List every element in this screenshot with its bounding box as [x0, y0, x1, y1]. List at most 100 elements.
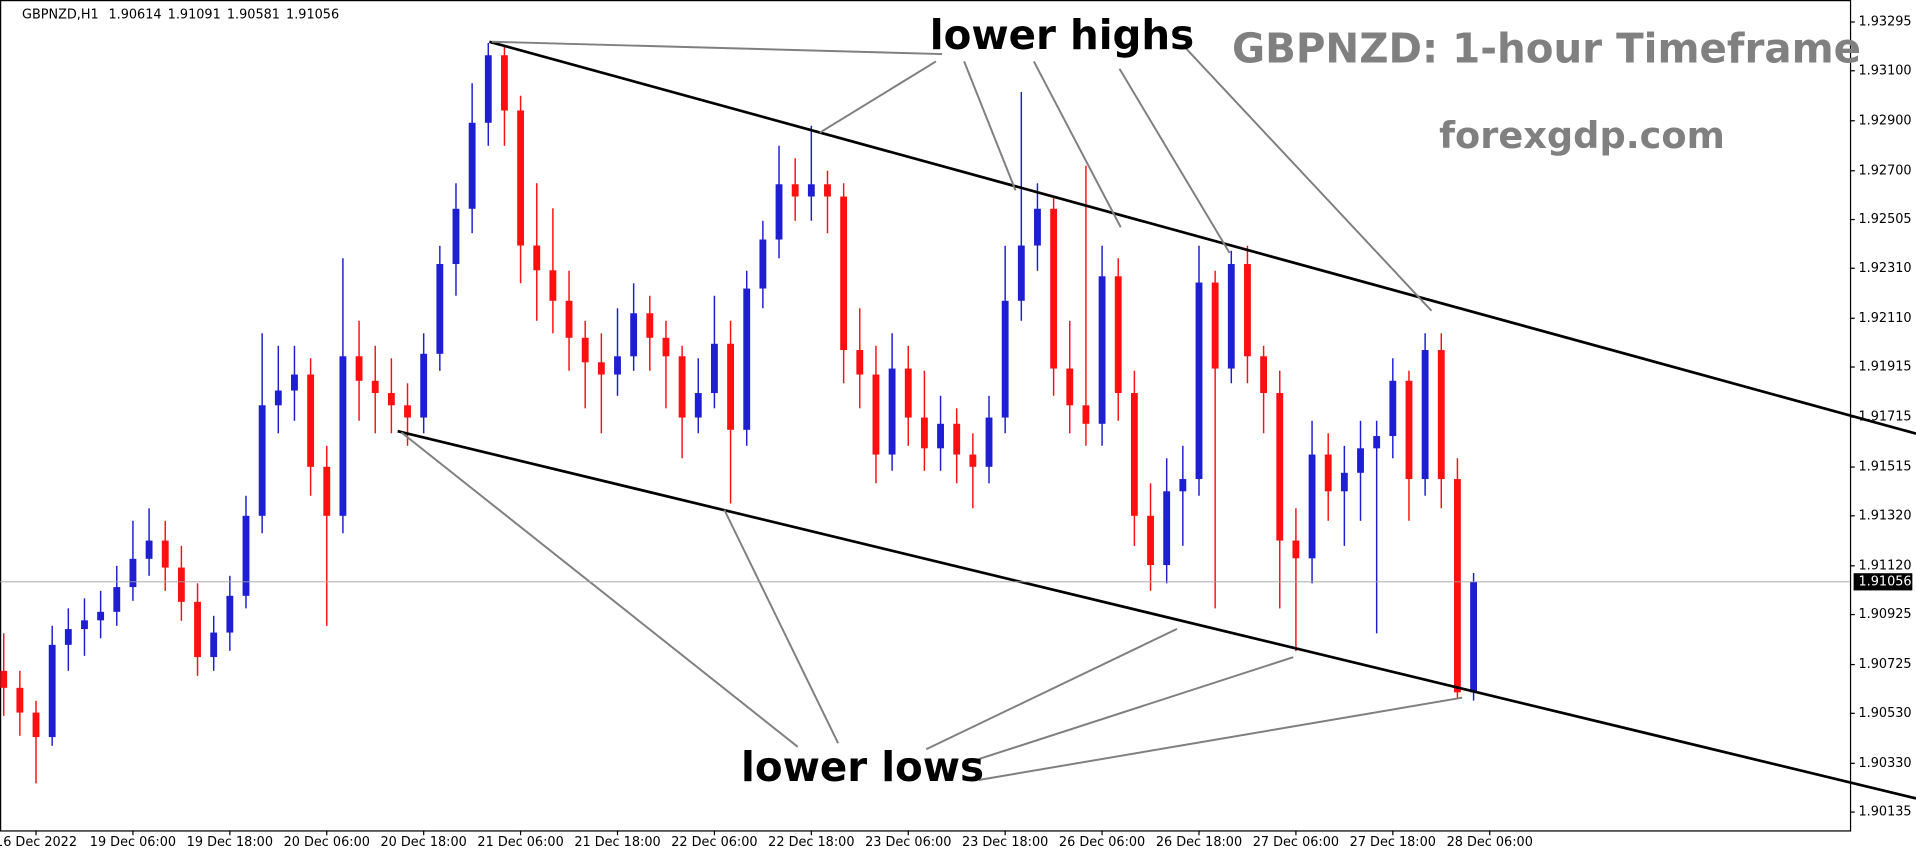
candle-body	[194, 601, 201, 658]
chart-title: GBPNZD: 1-hour Timeframe	[1232, 25, 1861, 73]
low: 1.90581	[227, 7, 280, 22]
open: 1.90614	[108, 7, 161, 22]
y-tick-label: 1.92110	[1858, 311, 1911, 326]
candle-body	[0, 670, 8, 688]
candle-body	[920, 417, 928, 449]
candle-body	[452, 208, 460, 265]
candle-body	[533, 245, 541, 271]
x-tick-label: 23 Dec 06:00	[865, 835, 951, 850]
candle-body	[888, 368, 896, 455]
pointer	[978, 656, 1294, 761]
candle-body	[646, 313, 654, 338]
candle-body	[824, 184, 831, 197]
pointer	[978, 696, 1463, 781]
candle-body	[1389, 380, 1397, 437]
candle-body	[807, 184, 815, 197]
x-tick-label: 26 Dec 06:00	[1059, 835, 1145, 850]
candle-body	[1357, 448, 1364, 473]
y-tick-label: 1.91320	[1858, 508, 1911, 523]
candle-body	[145, 540, 153, 559]
candle-body	[1324, 454, 1332, 492]
annotation: lower highs	[930, 11, 1194, 59]
candle-body	[1034, 208, 1041, 246]
candle-body	[274, 390, 282, 406]
pointer	[963, 61, 1017, 191]
candle-body	[727, 343, 734, 430]
candle-body	[16, 687, 24, 713]
candle-body	[1098, 276, 1106, 424]
candle-body	[1130, 393, 1138, 516]
x-tick-label: 19 Dec 06:00	[90, 835, 176, 850]
pointer	[400, 431, 799, 748]
candle-body	[614, 356, 621, 375]
lower-channel	[397, 429, 1916, 800]
y-tick-label: 1.91915	[1858, 360, 1911, 375]
y-tick-label: 1.92505	[1858, 212, 1911, 227]
candle-body	[1405, 380, 1413, 480]
candle-body	[565, 300, 573, 338]
x-tick-label: 22 Dec 06:00	[671, 835, 757, 850]
candle-body	[307, 374, 315, 467]
candle-body	[32, 712, 40, 738]
candle-body	[1114, 276, 1122, 394]
y-tick-label: 1.92900	[1858, 113, 1911, 128]
candle-body	[1195, 282, 1203, 480]
y-tick-label: 1.92700	[1858, 163, 1911, 178]
candle-body	[436, 264, 444, 354]
candle-body	[710, 343, 718, 394]
candle-body	[242, 515, 250, 596]
x-tick-label: 16 Dec 2022	[0, 835, 77, 850]
candle-body	[743, 288, 751, 430]
x-tick-label: 19 Dec 18:00	[187, 835, 273, 850]
y-tick-label: 1.90925	[1858, 607, 1911, 622]
candle-body	[662, 337, 670, 357]
candle-body	[161, 540, 169, 568]
y-tick-label: 1.92310	[1858, 261, 1911, 276]
candle-body	[404, 405, 411, 418]
candle-body	[1292, 540, 1300, 559]
candle-body	[1017, 245, 1025, 301]
candle-body	[856, 350, 864, 375]
candle-body	[953, 423, 961, 455]
candle-body	[517, 110, 525, 246]
candle-body	[1227, 264, 1235, 369]
candle-body	[1082, 405, 1090, 424]
y-tick-label: 1.90530	[1858, 706, 1911, 721]
candle-body	[501, 55, 508, 111]
candle-body	[678, 356, 686, 418]
candle-body	[1163, 491, 1171, 566]
candle-body	[581, 337, 589, 363]
y-tick-label: 1.90330	[1858, 756, 1911, 771]
y-tick-label: 1.91715	[1858, 410, 1911, 425]
candle-body	[597, 362, 605, 375]
x-tick-label: 20 Dec 06:00	[284, 835, 370, 850]
candle-body	[113, 587, 121, 612]
candle-body	[1276, 393, 1284, 541]
upper-channel	[489, 40, 1916, 435]
y-tick-label: 1.93295	[1858, 14, 1911, 29]
candle-body	[97, 611, 105, 621]
annotation: lower lows	[741, 743, 984, 791]
pointer	[1118, 68, 1231, 254]
x-tick-label: 21 Dec 06:00	[477, 835, 563, 850]
candle-body	[775, 184, 783, 240]
candle-body	[1340, 472, 1348, 492]
candle-body	[1244, 264, 1251, 357]
candle-body	[759, 239, 767, 289]
candle-body	[387, 393, 395, 406]
candle-body	[177, 567, 185, 602]
x-tick-label: 26 Dec 18:00	[1156, 835, 1242, 850]
candles	[0, 43, 1478, 784]
symbol: GBPNZD,H1	[22, 7, 99, 22]
candle-body	[1421, 350, 1429, 480]
header: GBPNZD,H1 1.90614 1.91091 1.90581 1.91056	[22, 7, 339, 22]
pointer	[925, 628, 1178, 751]
candle-body	[355, 356, 363, 381]
candle-body	[129, 558, 137, 588]
chart-subtitle: forexgdp.com	[1439, 114, 1725, 157]
candle-body	[323, 466, 331, 516]
candle-body	[64, 629, 72, 645]
pointer	[491, 40, 943, 56]
candle-body	[694, 393, 702, 418]
